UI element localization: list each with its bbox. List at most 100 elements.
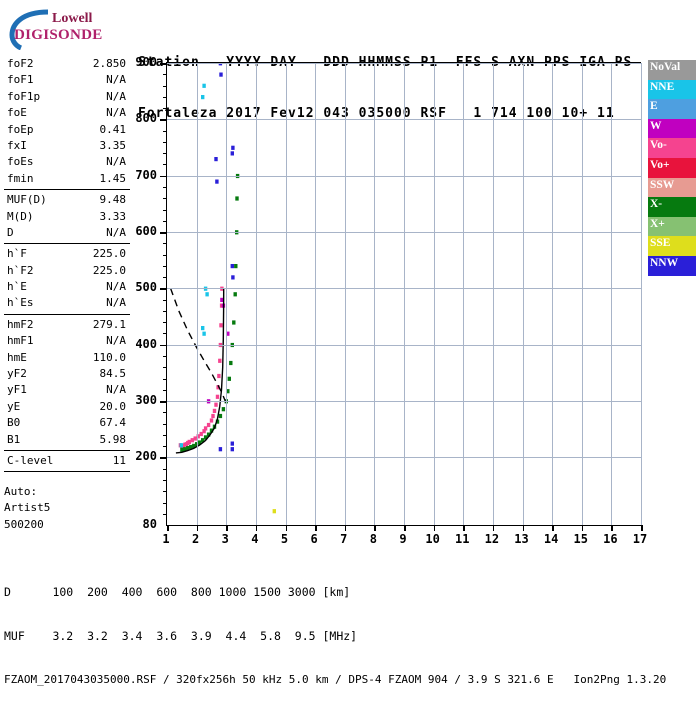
x-axis-tick bbox=[611, 525, 613, 531]
legend-item-ssw[interactable]: SSW bbox=[648, 177, 696, 198]
legend-item-label: SSW bbox=[650, 178, 675, 191]
y-axis-tick-major bbox=[160, 232, 167, 234]
param-value: N/A bbox=[106, 225, 126, 239]
legend-item-e[interactable]: E bbox=[648, 99, 696, 119]
param-name: foF2 bbox=[7, 57, 34, 70]
data-point bbox=[218, 413, 223, 419]
data-point bbox=[202, 331, 206, 336]
param-value: N/A bbox=[106, 106, 126, 120]
gridline-vertical bbox=[522, 63, 524, 525]
x-axis-tick bbox=[167, 525, 169, 531]
data-point bbox=[205, 292, 209, 297]
data-point bbox=[201, 95, 205, 100]
legend-item-x[interactable]: X- bbox=[648, 197, 696, 217]
gridline-vertical bbox=[463, 63, 465, 525]
param-value: N/A bbox=[106, 280, 126, 294]
x-axis-tick bbox=[641, 525, 643, 531]
series-nne-echoes bbox=[179, 83, 209, 448]
x-axis-tick bbox=[196, 525, 199, 531]
data-point bbox=[216, 385, 220, 390]
data-point bbox=[198, 440, 202, 445]
ionogram-plot-area[interactable] bbox=[160, 62, 643, 531]
data-point bbox=[206, 422, 211, 428]
gridline-vertical bbox=[492, 63, 494, 525]
x-axis-label: 7 bbox=[340, 532, 348, 546]
y-axis-tick-minor bbox=[163, 153, 167, 155]
legend-item-label: NNE bbox=[650, 80, 675, 93]
y-axis-tick-minor bbox=[163, 198, 167, 200]
data-point bbox=[220, 297, 224, 302]
param-value: 20.0 bbox=[99, 399, 127, 413]
legend-item-label: NNW bbox=[650, 256, 679, 269]
param-value: 3.35 bbox=[99, 138, 127, 152]
data-point bbox=[212, 408, 217, 413]
x-axis-tick bbox=[433, 525, 436, 531]
y-axis-tick-minor bbox=[163, 479, 167, 481]
y-axis-tick-major bbox=[160, 344, 167, 347]
param-row: h`F 225.0 bbox=[4, 246, 130, 262]
x-axis-tick bbox=[374, 525, 376, 531]
param-name: hmE bbox=[7, 350, 27, 364]
y-axis-label: 400 bbox=[135, 336, 157, 351]
legend-item-label: X- bbox=[650, 198, 663, 211]
header-values-row: Fortaleza 2017 Fev12 043 035000 RSF 1 71… bbox=[138, 106, 615, 121]
y-axis-tick-minor bbox=[163, 277, 167, 279]
param-name: h`F2 bbox=[7, 263, 34, 277]
legend-item-sse[interactable]: SSE bbox=[648, 236, 696, 256]
y-axis-tick-minor bbox=[163, 265, 167, 267]
gridline-vertical bbox=[255, 63, 257, 525]
param-name: foF1 bbox=[7, 73, 34, 87]
param-row: h`F2 225.0 bbox=[4, 263, 130, 279]
x-axis-label: 13 bbox=[514, 532, 529, 546]
data-point bbox=[215, 179, 219, 184]
y-axis-label: 600 bbox=[135, 224, 157, 239]
ionogram-data-canvas bbox=[169, 63, 276, 514]
data-point bbox=[231, 145, 235, 150]
legend-item-w[interactable]: W bbox=[648, 118, 696, 139]
legend-item-vo[interactable]: Vo- bbox=[648, 138, 696, 158]
data-point bbox=[209, 418, 214, 423]
data-point bbox=[189, 444, 193, 450]
muf-dashed-curve bbox=[169, 288, 228, 406]
param-value: 84.5 bbox=[99, 367, 127, 381]
y-axis-tick-minor bbox=[163, 356, 167, 357]
legend-item-nnw[interactable]: NNW bbox=[648, 255, 696, 276]
y-axis-tick-minor bbox=[163, 367, 167, 369]
y-axis-tick-major bbox=[160, 457, 167, 459]
y-axis-tick-minor bbox=[163, 108, 167, 110]
legend-item-x[interactable]: X+ bbox=[648, 216, 696, 237]
y-axis-label: 800 bbox=[135, 111, 157, 126]
x-axis-label: 16 bbox=[603, 532, 618, 546]
param-value: 110.0 bbox=[92, 350, 126, 364]
data-point bbox=[226, 331, 230, 336]
legend-item-label: Vo- bbox=[650, 139, 667, 152]
param-name: hmF2 bbox=[7, 317, 34, 331]
param-group-separator bbox=[4, 449, 130, 451]
data-point bbox=[219, 323, 223, 328]
data-point bbox=[180, 447, 184, 452]
auto-info-line: Artist5 bbox=[4, 501, 51, 515]
param-value: 3.33 bbox=[99, 209, 127, 223]
param-row: fmin 1.45 bbox=[4, 171, 130, 187]
legend-item-noval[interactable]: NoVal bbox=[648, 60, 696, 80]
data-point bbox=[231, 275, 235, 280]
param-row: C-level 11 bbox=[4, 453, 130, 469]
y-axis-tick-minor bbox=[163, 412, 167, 414]
param-value: N/A bbox=[106, 296, 126, 310]
data-point bbox=[203, 435, 208, 440]
param-row: B1 5.98 bbox=[4, 432, 130, 448]
data-point bbox=[230, 264, 234, 269]
data-point bbox=[218, 447, 223, 452]
y-axis-tick-minor bbox=[163, 209, 167, 211]
legend-item-vo[interactable]: Vo+ bbox=[648, 157, 696, 178]
gridline-vertical bbox=[611, 63, 613, 525]
x-axis-tick bbox=[315, 525, 317, 531]
y-axis-tick-minor bbox=[163, 164, 167, 166]
param-name: foE bbox=[7, 106, 27, 120]
y-axis-tick-minor bbox=[163, 423, 167, 425]
y-axis-tick-minor bbox=[163, 378, 167, 380]
param-row: foF1 N/A bbox=[4, 72, 130, 88]
y-axis-tick-major bbox=[160, 288, 167, 290]
data-point bbox=[193, 436, 197, 441]
legend-item-nne[interactable]: NNE bbox=[648, 79, 696, 100]
